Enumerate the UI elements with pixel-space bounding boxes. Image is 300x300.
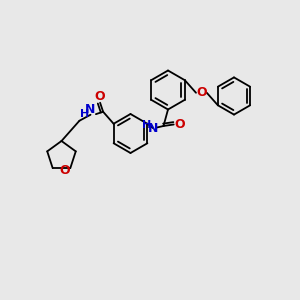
Text: O: O [196, 86, 207, 99]
Text: O: O [174, 118, 185, 131]
Text: O: O [60, 164, 70, 177]
Text: H: H [80, 109, 90, 119]
Text: O: O [95, 90, 105, 103]
Text: N: N [85, 103, 96, 116]
Text: N: N [148, 122, 158, 135]
Text: H: H [142, 119, 152, 130]
